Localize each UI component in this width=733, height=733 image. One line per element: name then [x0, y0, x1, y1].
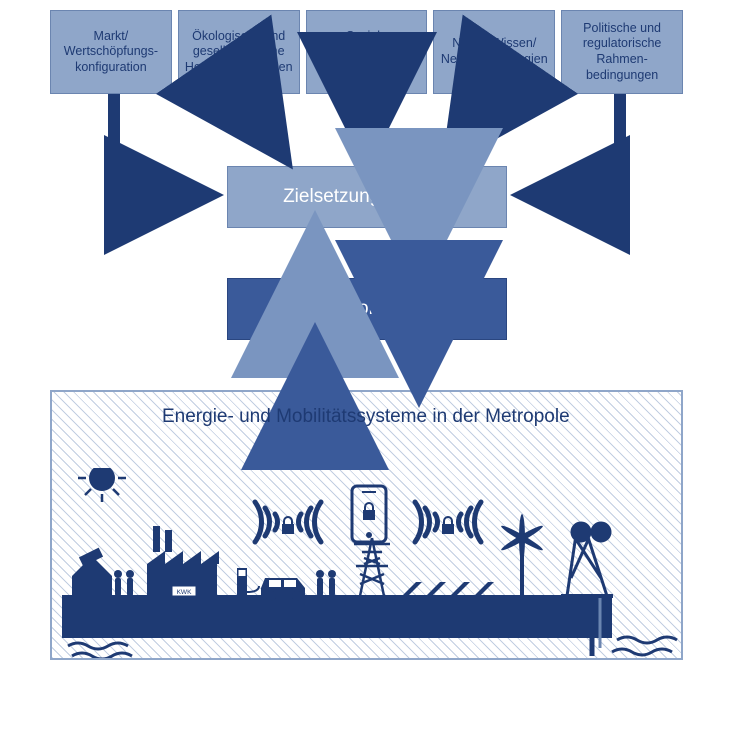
- lock-icon: [442, 517, 454, 534]
- factor-label: Neues Wissen/Neue Technologien: [441, 36, 548, 67]
- sun-icon: [78, 468, 126, 502]
- house-icon: [72, 548, 112, 598]
- info-label: Informationssystem: [284, 298, 449, 320]
- input-factors-row: Markt/Wertschöpfungs-konfiguration Ökolo…: [0, 0, 733, 94]
- factor-box-ecological: Ökologische undgesellschaftlicheHerausfo…: [178, 10, 300, 94]
- factor-box-knowledge: Neues Wissen/Neue Technologien: [433, 10, 555, 94]
- wind-turbine-icon: [500, 514, 545, 596]
- metropole-silhouette: KWK: [52, 468, 682, 658]
- factor-label: Ökologische undgesellschaftlicheHerausfo…: [185, 29, 293, 76]
- factor-label: Soziale Verwendungvon Technik: [313, 29, 421, 76]
- factor-box-market: Markt/Wertschöpfungs-konfiguration: [50, 10, 172, 94]
- wireless-right-icon: [415, 502, 481, 542]
- pylon-icon: [354, 538, 390, 596]
- ziel-label: Zielsetzungssystem: [283, 186, 450, 208]
- factor-box-political: Politische undregulatorischeRahmen-bedin…: [561, 10, 683, 94]
- panel-title: Energie- und Mobilitätssysteme in der Me…: [162, 406, 570, 428]
- zielsetzungssystem-box: Zielsetzungssystem: [227, 166, 507, 228]
- lock-icon: [363, 503, 375, 520]
- factor-label: Politische undregulatorischeRahmen-bedin…: [583, 21, 662, 84]
- kwk-box: KWK: [172, 586, 196, 596]
- people-icon: [114, 570, 134, 596]
- people-icon: [316, 570, 336, 596]
- charging-station-icon: [237, 568, 259, 598]
- factor-box-social: Soziale Verwendungvon Technik: [306, 10, 428, 94]
- lock-icon: [282, 517, 294, 534]
- factor-label: Markt/Wertschöpfungs-konfiguration: [64, 29, 158, 76]
- energy-mobility-panel: Energie- und Mobilitätssysteme in der Me…: [50, 390, 683, 660]
- wireless-left-icon: [255, 502, 321, 542]
- svg-text:KWK: KWK: [177, 589, 192, 596]
- mining-tower-icon: [561, 523, 613, 596]
- informationssystem-box: Informationssystem: [227, 278, 507, 340]
- smartphone-icon: [352, 486, 386, 542]
